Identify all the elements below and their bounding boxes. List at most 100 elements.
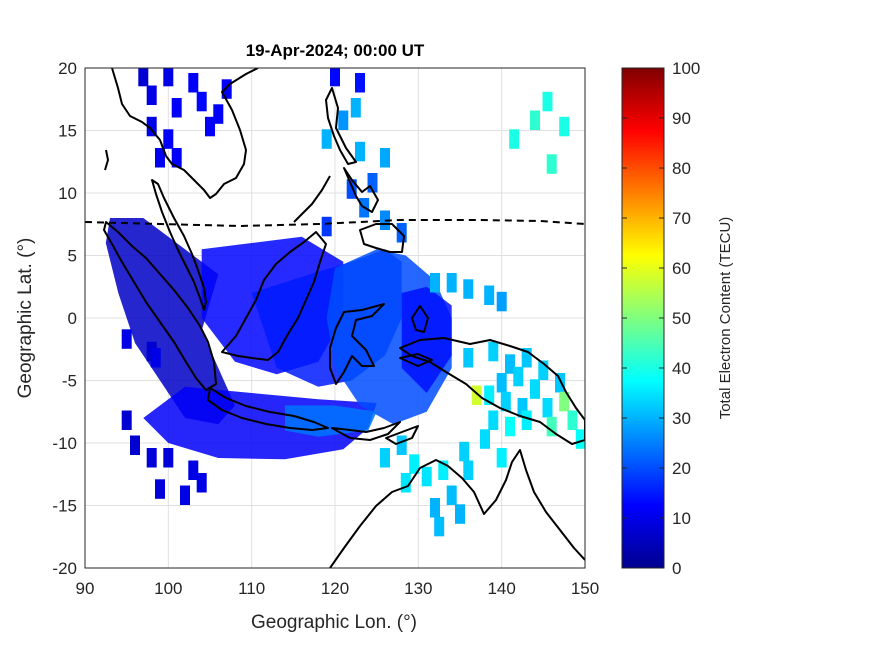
x-tick-label: 130 — [404, 579, 432, 598]
tec-cell — [121, 329, 132, 349]
x-tick-label: 150 — [571, 579, 599, 598]
tec-region-fill — [105, 218, 452, 460]
tec-cell — [321, 129, 332, 149]
tec-cell — [355, 141, 365, 162]
tec-cell — [575, 429, 585, 449]
tec-cell — [542, 91, 553, 112]
tec-cell — [484, 385, 495, 405]
colorbar-tick-label: 50 — [672, 309, 691, 328]
tec-cell — [496, 448, 507, 468]
coastline-halmahera — [411, 305, 429, 333]
tec-cell — [338, 110, 349, 130]
coastline-lesser-sunda — [331, 421, 401, 441]
tec-cell — [146, 448, 157, 468]
y-axis-label: Geographic Lat. (°) — [15, 238, 36, 399]
tec-cell — [542, 398, 553, 418]
tec-cell — [559, 391, 570, 412]
tec-cell — [496, 291, 507, 312]
coastline-new-guinea — [399, 337, 585, 445]
tec-cell — [367, 173, 378, 193]
coastline-timor — [385, 425, 419, 445]
tec-cell — [155, 148, 165, 168]
colorbar-tick-label: 20 — [672, 459, 691, 478]
tec-cell — [400, 473, 411, 493]
tec-cell — [180, 485, 190, 505]
tec-cell — [188, 460, 199, 480]
coastline-philippines-luzon — [325, 87, 357, 165]
tec-cell — [155, 479, 165, 499]
y-tick-label: 20 — [58, 59, 77, 78]
tec-cell — [446, 273, 457, 293]
y-tick-label: 10 — [58, 184, 77, 203]
tec-cell — [163, 68, 174, 87]
coastline-indochina — [111, 68, 259, 199]
tec-cell — [421, 466, 432, 487]
colorbar-tick-label: 10 — [672, 509, 691, 528]
chart-title: 19-Apr-2024; 00:00 UT — [246, 41, 425, 60]
tec-cell — [221, 79, 232, 99]
y-tick-label: 5 — [68, 247, 77, 266]
y-tick-label: -20 — [52, 559, 77, 578]
tec-cell — [521, 410, 532, 430]
tec-cell — [196, 473, 207, 493]
tec-cell — [538, 360, 549, 380]
tec-cell — [163, 129, 174, 149]
tec-cell — [463, 460, 474, 480]
tec-cell — [346, 179, 357, 199]
tec-cell — [163, 448, 174, 468]
coastline-sulawesi — [329, 303, 385, 385]
coastlines — [103, 68, 585, 568]
tec-cell — [521, 348, 532, 368]
tec-cell — [559, 116, 570, 137]
tec-cell — [171, 98, 182, 118]
y-tick-label: 0 — [68, 309, 77, 328]
y-tick-label: -5 — [62, 372, 77, 391]
tec-cell — [121, 410, 132, 430]
x-tick-label: 140 — [487, 579, 515, 598]
tec-cell — [430, 273, 440, 293]
colorbar-tick-label: 80 — [672, 159, 691, 178]
x-tick-label: 90 — [76, 579, 95, 598]
tec-cell — [434, 516, 445, 537]
x-tick-labels: 90 100 110 120 130 140 150 — [76, 579, 600, 598]
tec-cell — [396, 435, 407, 455]
tec-cell — [446, 485, 457, 505]
tec-cell — [530, 379, 540, 399]
tec-cell — [138, 68, 149, 87]
tec-cell — [380, 148, 390, 168]
tec-cell — [496, 373, 507, 393]
coastline-seram — [399, 353, 433, 367]
y-tick-label: 15 — [58, 122, 77, 141]
tec-cell — [196, 91, 207, 112]
x-tick-label: 110 — [238, 579, 265, 598]
coastline-sumatra — [103, 221, 217, 391]
tec-cell — [146, 116, 157, 137]
tec-cell — [505, 416, 515, 437]
tec-cell — [213, 104, 224, 124]
tec-cell — [471, 385, 482, 405]
tec-cell — [355, 73, 365, 93]
colorbar-tick-label: 100 — [672, 59, 700, 78]
colorbar-tick-label: 0 — [672, 559, 681, 578]
tec-cell — [488, 410, 499, 430]
x-tick-label: 120 — [321, 579, 349, 598]
tec-cell — [330, 68, 340, 87]
colorbar-tick-label: 70 — [672, 209, 691, 228]
tec-cell — [409, 454, 420, 474]
colorbar-tick-label: 60 — [672, 259, 691, 278]
tec-cell — [146, 85, 157, 105]
tec-cell — [459, 441, 470, 462]
colorbar-tick-label: 90 — [672, 109, 691, 128]
tec-cell — [567, 410, 578, 430]
colorbar-tick-label: 40 — [672, 359, 691, 378]
tec-cell — [171, 148, 182, 168]
tec-cell — [509, 129, 520, 149]
tec-cell — [455, 504, 465, 524]
tec-cell — [530, 110, 540, 130]
tec-cell — [188, 73, 199, 93]
colorbar — [621, 67, 665, 569]
tec-cell — [500, 391, 511, 412]
tec-cell — [488, 341, 499, 362]
